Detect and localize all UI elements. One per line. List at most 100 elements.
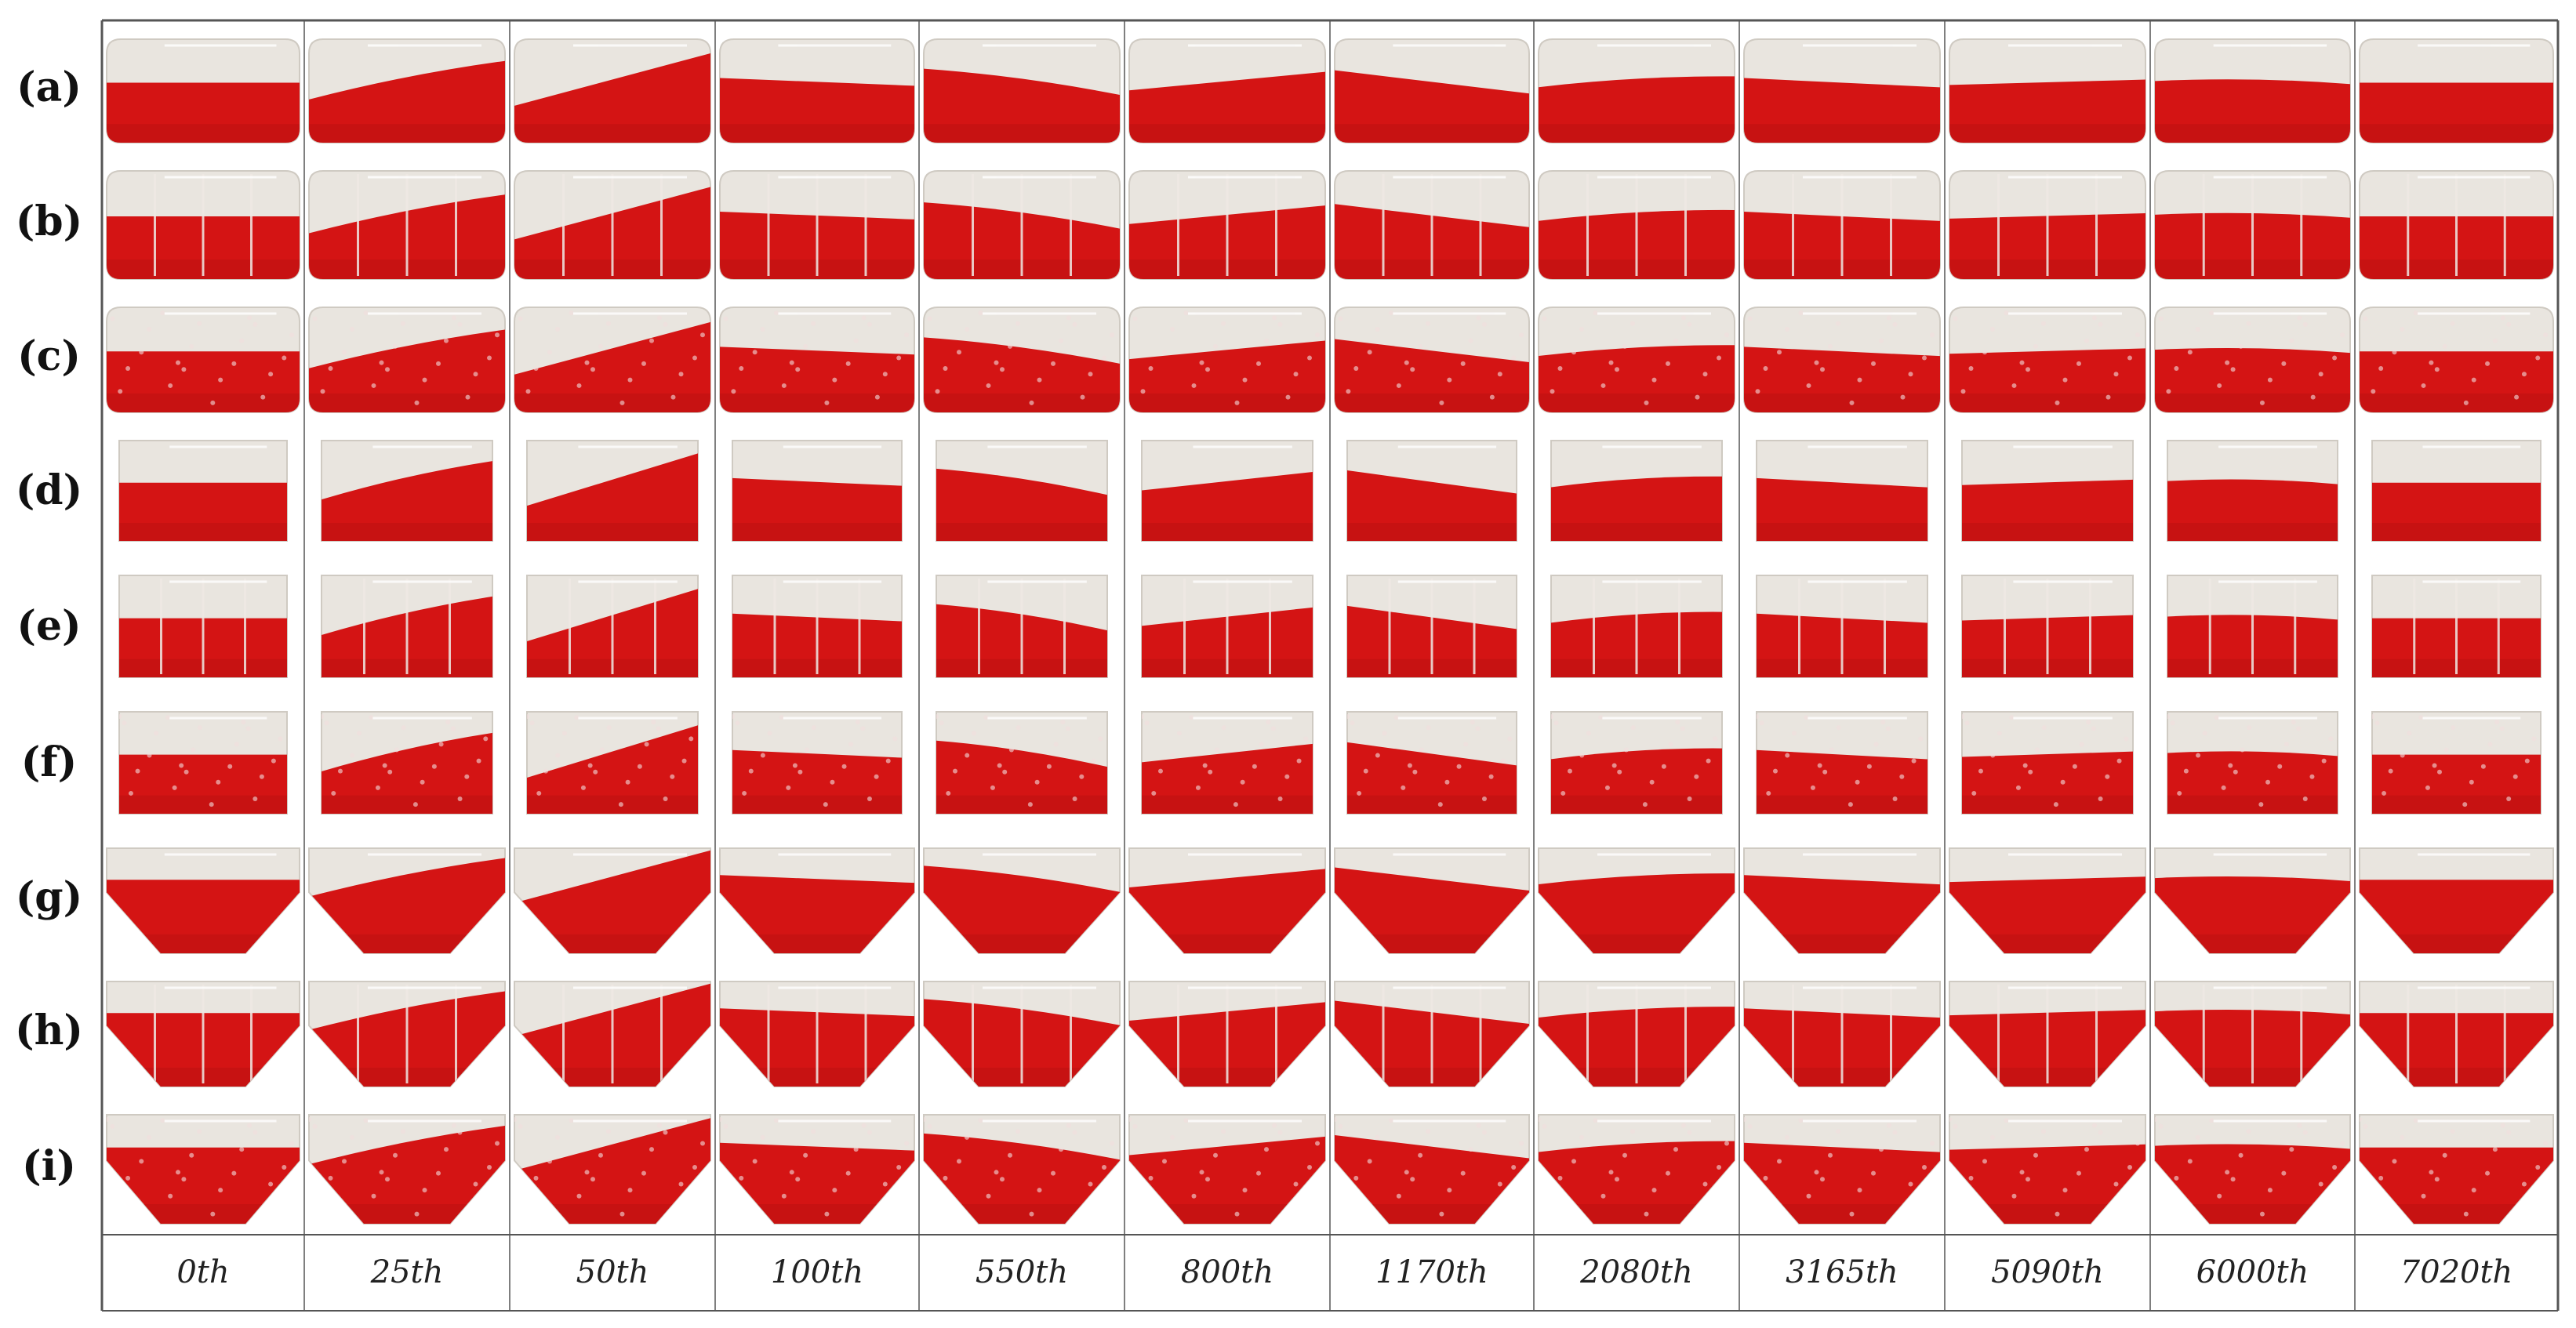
liquid-body: [924, 337, 1120, 412]
foam-cell: [2500, 1123, 2505, 1128]
tank-panel: [2167, 711, 2338, 815]
foam-cell: [375, 785, 380, 790]
foam-cell: [218, 377, 223, 383]
foam-cell: [1600, 1193, 1606, 1199]
foam-cell: [1439, 400, 1444, 405]
foam-cell: [2041, 321, 2046, 326]
liquid-body: [107, 82, 300, 143]
foam-cell: [1335, 1117, 1337, 1122]
foam-cell: [692, 355, 697, 361]
column-label: 1170th: [1375, 1254, 1488, 1290]
foam-cell: [811, 1129, 816, 1134]
foam-cell: [1871, 1170, 1876, 1176]
foam-cell: [2318, 372, 2323, 377]
foam-cell: [1702, 1181, 1708, 1187]
foam-cell: [1315, 1141, 1320, 1146]
column-label: 100th: [770, 1254, 864, 1290]
foam-cell: [1615, 1177, 1619, 1182]
foam-cell: [268, 372, 274, 377]
tank-panel: [2359, 170, 2554, 280]
tank-panel: [1538, 38, 1735, 143]
foam-cell: [2378, 1175, 2384, 1181]
column-label: 2080th: [1580, 1254, 1693, 1290]
foam-cell: [2471, 377, 2476, 383]
liquid-body: [1335, 70, 1529, 143]
foam-cell: [350, 753, 355, 758]
tank-panel: [719, 170, 915, 280]
tank-panel: [118, 440, 288, 542]
foam-cell: [1347, 714, 1350, 719]
foam-cell: [2462, 802, 2468, 807]
foam-cell: [1488, 774, 1494, 779]
foam-cell: [2158, 316, 2164, 321]
tank-panel: [1961, 575, 2134, 678]
foam-cell: [781, 1193, 787, 1199]
foam-cell: [1772, 768, 1778, 774]
tank-panel: [732, 711, 903, 815]
foam-cell: [798, 769, 803, 775]
foam-cell: [1234, 1211, 1240, 1217]
foam-cell: [1836, 1129, 1840, 1134]
foam-cell: [739, 1175, 744, 1181]
foam-cell: [1148, 365, 1154, 371]
tank-panel: [106, 170, 300, 280]
tank-panel: [1961, 440, 2134, 542]
foam-cell: [2230, 367, 2236, 372]
foam-cell: [385, 367, 390, 372]
liquid-body: [1539, 345, 1735, 412]
foam-cell: [1519, 1141, 1524, 1146]
foam-cell: [2332, 1164, 2338, 1170]
foam-cell: [1817, 763, 1822, 768]
foam-cell: [986, 1193, 991, 1199]
foam-cell: [1971, 790, 1977, 796]
foam-cell: [2388, 768, 2393, 774]
foam-cell: [183, 769, 189, 775]
foam-cell: [2297, 1123, 2302, 1128]
foam-cell: [2091, 726, 2096, 731]
foam-cell: [1892, 796, 1898, 802]
foam-cell: [946, 790, 951, 796]
foam-cell: [2281, 361, 2287, 366]
foam-cell: [253, 321, 258, 327]
tank-panel: [1334, 1114, 1530, 1225]
foam-cell: [1000, 1177, 1005, 1182]
foam-cell: [723, 316, 728, 321]
foam-cell: [1822, 769, 1828, 775]
foam-cell: [618, 802, 623, 807]
foam-cell: [811, 321, 816, 326]
liquid-body: [1949, 79, 2145, 143]
foam-cell: [1016, 1129, 1020, 1134]
foam-cell: [414, 1211, 420, 1217]
foam-cell: [1170, 753, 1175, 758]
foam-cell: [1497, 1181, 1502, 1187]
foam-cell: [2297, 315, 2302, 321]
foam-cell: [2127, 355, 2132, 361]
foam-cell: [1622, 343, 1627, 349]
foam-cell: [855, 720, 860, 725]
foam-cell: [823, 802, 828, 807]
foam-cell: [154, 731, 159, 736]
foam-cell: [1091, 758, 1096, 764]
foam-cell: [2506, 321, 2512, 327]
liquid-body: [1962, 479, 2133, 541]
foam-cell: [896, 1164, 902, 1170]
foam-cell: [1463, 742, 1469, 747]
foam-cell: [452, 1123, 456, 1128]
foam-cell: [1065, 726, 1070, 731]
foam-cell: [1008, 343, 1012, 349]
foam-cell: [1338, 1123, 1343, 1129]
tank-panel: [106, 847, 300, 954]
foam-cell: [369, 715, 374, 720]
foam-cell: [1195, 785, 1201, 790]
foam-cell: [1072, 796, 1077, 802]
tank-panel: [321, 711, 493, 815]
foam-cell: [1724, 332, 1729, 338]
tank-panel: [1538, 847, 1735, 954]
foam-cell: [2183, 768, 2189, 774]
foam-cell: [1608, 1170, 1614, 1175]
foam-cell: [1162, 350, 1167, 355]
foam-cell: [393, 1152, 398, 1158]
foam-cell: [2434, 1177, 2440, 1182]
foam-cell: [2291, 720, 2296, 725]
foam-cell: [700, 332, 705, 338]
